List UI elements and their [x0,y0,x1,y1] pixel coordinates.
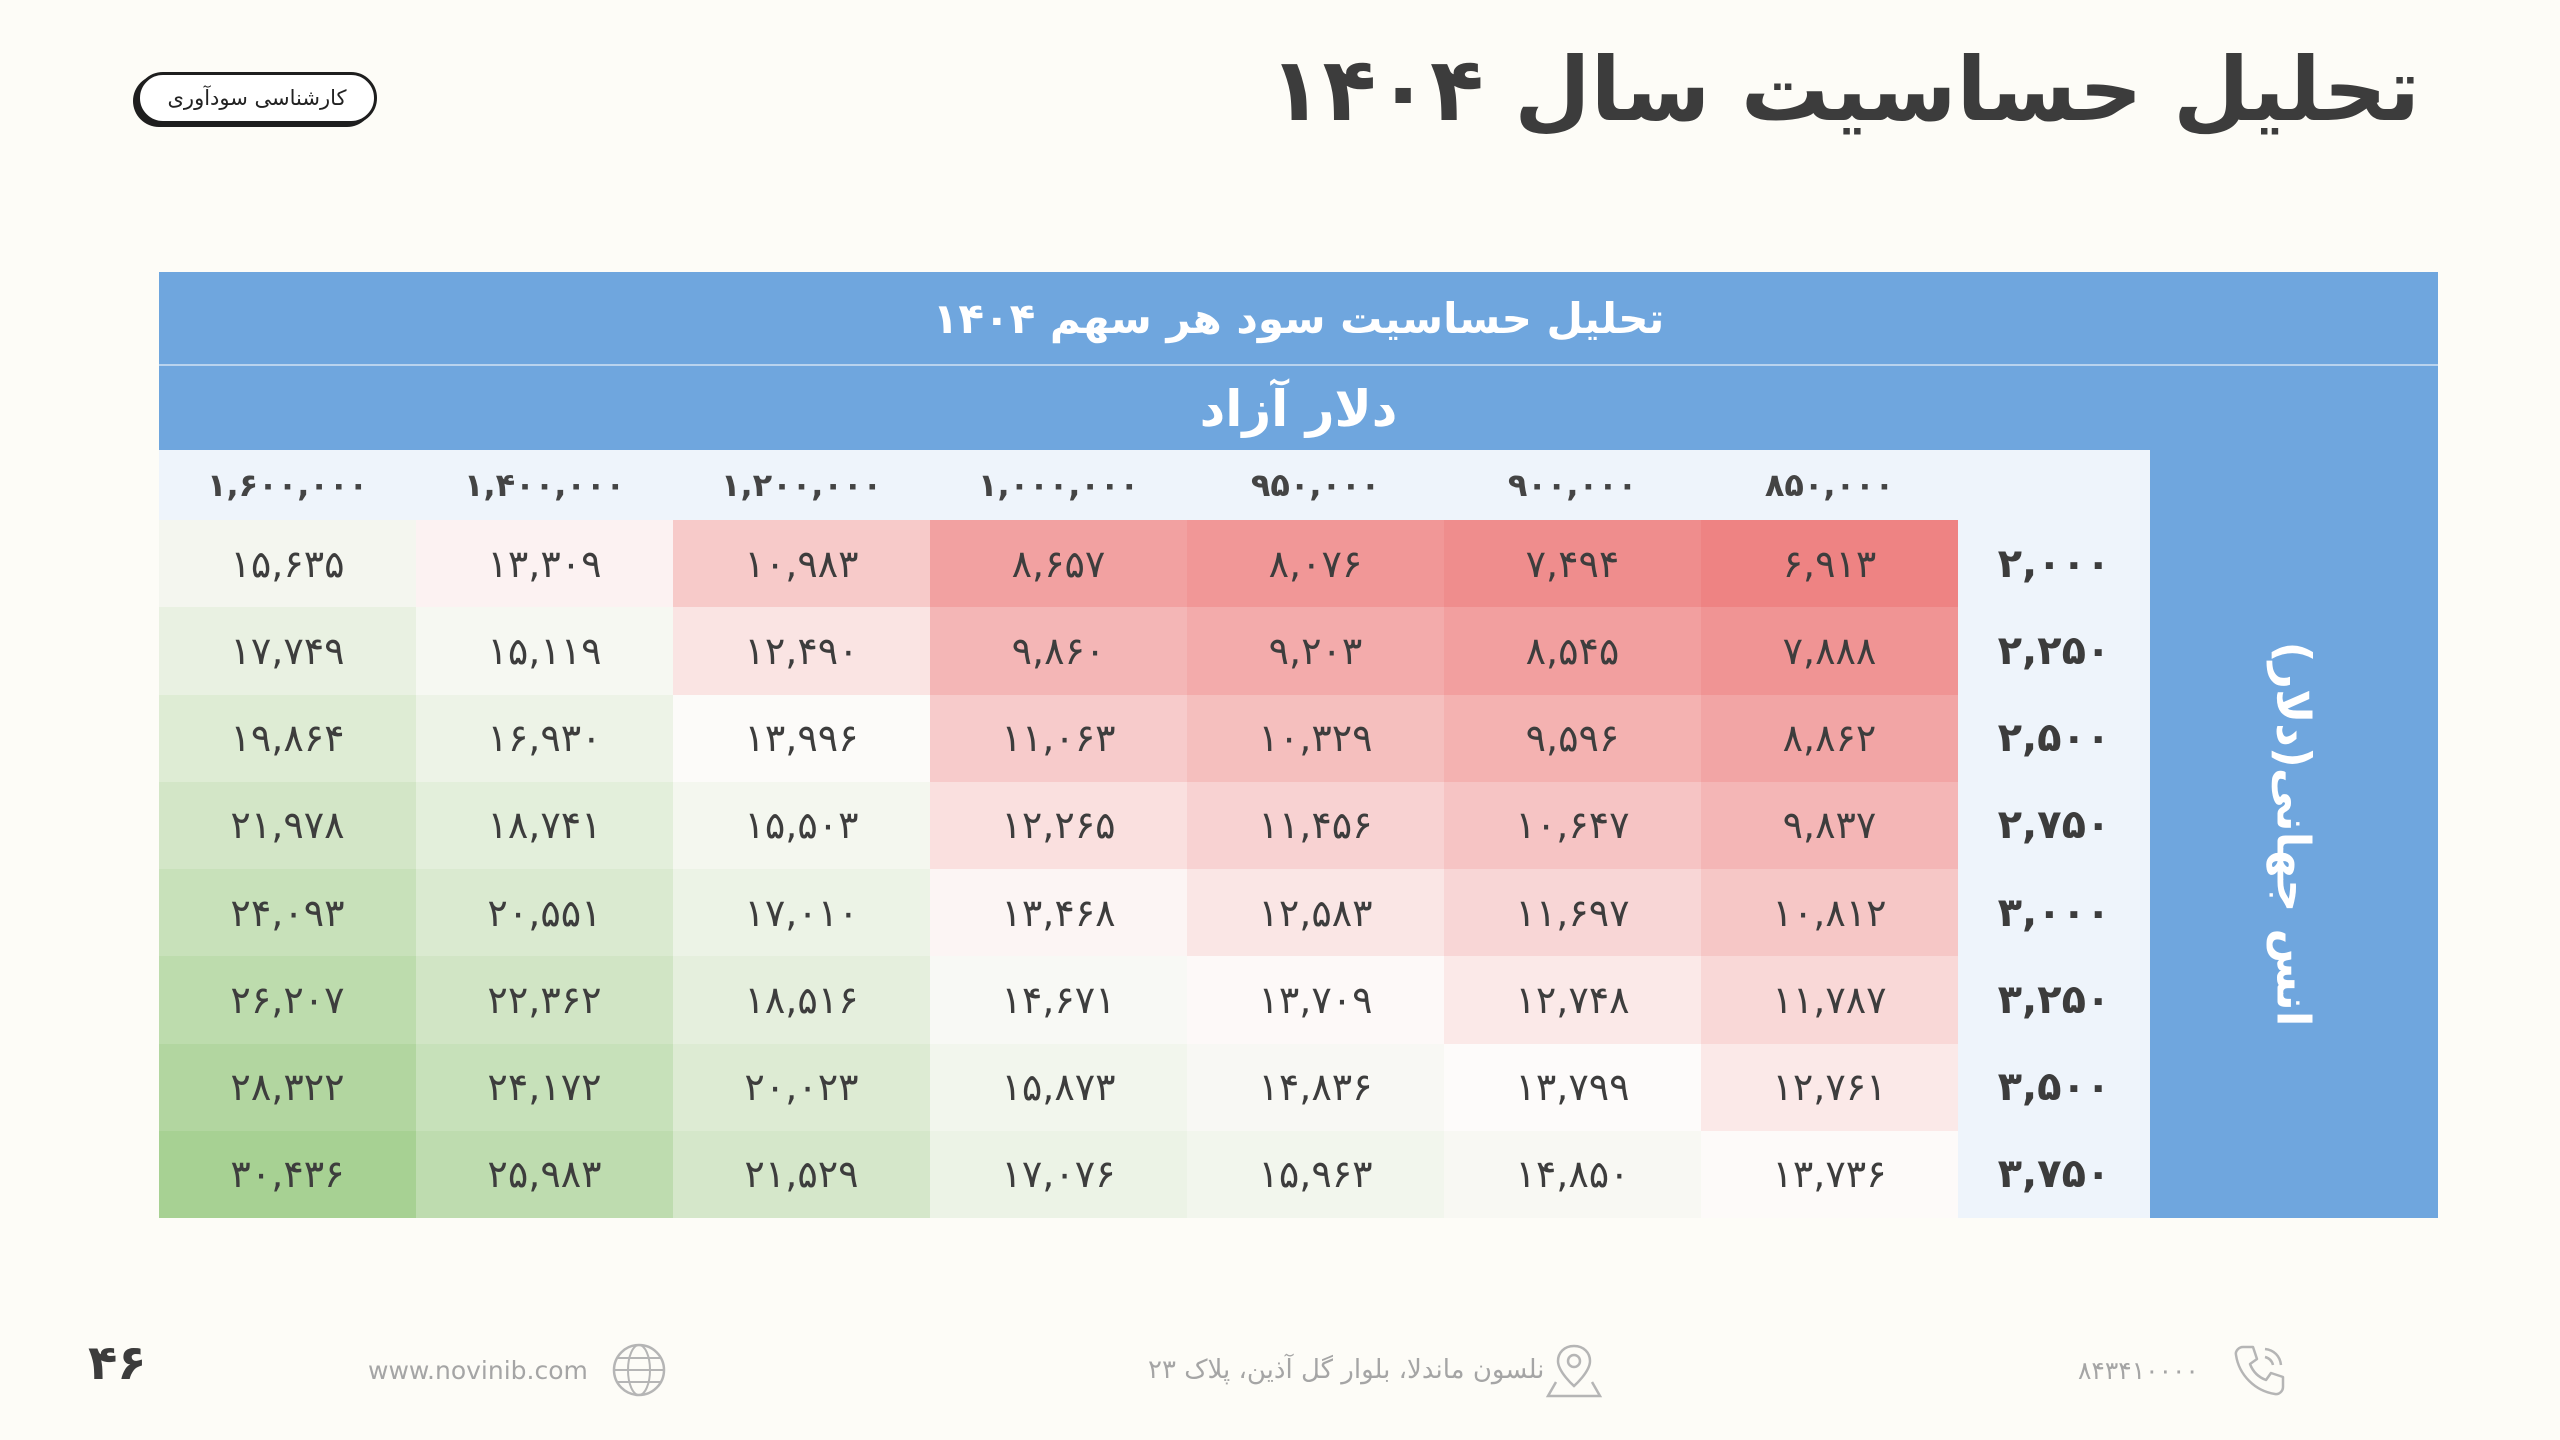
column-group-label: دلار آزاد [1199,380,1398,438]
website-text: www.novinib.com [368,1355,588,1385]
table-cell: ۲۰,۰۲۳ [673,1043,930,1131]
table-cell: ۱۱,۶۹۷ [1444,869,1701,957]
phone-icon [2234,1345,2285,1396]
table-cell: ۷,۸۸۸ [1701,607,1958,695]
table-cell: ۱۳,۴۶۸ [930,869,1187,957]
table-cell: ۱۵,۹۶۳ [1187,1130,1444,1218]
column-header: ۹۵۰,۰۰۰ [1187,450,1444,520]
table-cell: ۱۰,۹۸۳ [673,520,930,608]
row-group-label-box: انس جهانی(دلار) [2150,450,2438,1218]
table-cell: ۸,۸۶۲ [1701,694,1958,782]
table-cell: ۱۵,۸۷۳ [930,1043,1187,1131]
column-header: ۱,۶۰۰,۰۰۰ [159,450,416,520]
table-cell: ۱۸,۵۱۶ [673,956,930,1044]
table-cell: ۱۵,۶۳۵ [159,520,416,608]
table-cell: ۱۴,۸۵۰ [1444,1130,1701,1218]
page-title: تحلیل حساسیت سال ۱۴۰۴ [1268,38,2420,141]
table-cell: ۱۱,۰۶۳ [930,694,1187,782]
page-number: ۴۶ [88,1335,147,1391]
table-cell: ۸,۰۷۶ [1187,520,1444,608]
table-cell: ۳۰,۴۳۶ [159,1130,416,1218]
table-cell: ۸,۶۵۷ [930,520,1187,608]
table-cell: ۱۷,۰۷۶ [930,1130,1187,1218]
row-header: ۳,۰۰۰ [1958,869,2150,957]
footer-phone[interactable]: ۸۴۳۴۱۰۰۰۰ [2078,1330,2291,1410]
table-cell: ۹,۸۳۷ [1701,781,1958,869]
column-header: ۱,۰۰۰,۰۰۰ [930,450,1187,520]
row-header: ۲,۵۰۰ [1958,694,2150,782]
address-text: نلسون ماندلا، بلوار گل آذین، پلاک ۲۳ [1148,1355,1545,1385]
location-pin-icon [1546,1344,1603,1398]
table-cell: ۱۵,۱۱۹ [416,607,673,695]
table-cell: ۱۴,۶۷۱ [930,956,1187,1044]
row-header: ۲,۰۰۰ [1958,520,2150,608]
table-cell: ۶,۹۱۳ [1701,520,1958,608]
table-cell: ۹,۲۰۳ [1187,607,1444,695]
row-header: ۳,۵۰۰ [1958,1043,2150,1131]
column-header: ۱,۴۰۰,۰۰۰ [416,450,673,520]
table-cell: ۱۷,۰۱۰ [673,869,930,957]
footer-address: نلسون ماندلا، بلوار گل آذین، پلاک ۲۳ [1100,1330,1604,1410]
table-cell: ۱۹,۸۶۴ [159,694,416,782]
row-header: ۲,۲۵۰ [1958,607,2150,695]
column-header: ۹۰۰,۰۰۰ [1444,450,1701,520]
globe-icon [612,1343,666,1397]
section-badge: کارشناسی سودآوری [137,72,377,124]
table-grid: ۱,۶۰۰,۰۰۰ ۱,۴۰۰,۰۰۰ ۱,۲۰۰,۰۰۰ ۱,۰۰۰,۰۰۰ ۹۵۰,… [159,450,2150,1218]
table-cell: ۱۳,۳۰۹ [416,520,673,608]
table-cell: ۱۲,۲۶۵ [930,781,1187,869]
table-cell: ۲۲,۳۶۲ [416,956,673,1044]
table-cell: ۱۲,۵۸۳ [1187,869,1444,957]
row-header: ۲,۷۵۰ [1958,781,2150,869]
table-cell: ۱۶,۹۳۰ [416,694,673,782]
row-group-label: انس جهانی(دلار) [2267,641,2322,1027]
table-cell: ۷,۴۹۴ [1444,520,1701,608]
table-cell: ۱۲,۴۹۰ [673,607,930,695]
table-cell: ۱۳,۷۰۹ [1187,956,1444,1044]
table-cell: ۱۳,۷۳۶ [1701,1130,1958,1218]
table-cell: ۹,۸۶۰ [930,607,1187,695]
row-header: ۳,۷۵۰ [1958,1130,2150,1218]
table-cell: ۸,۵۴۵ [1444,607,1701,695]
table-cell: ۲۱,۵۲۹ [673,1130,930,1218]
header-corner [1958,450,2150,520]
table-cell: ۱۳,۹۹۶ [673,694,930,782]
table-cell: ۲۴,۱۷۲ [416,1043,673,1131]
table-cell: ۱۰,۳۲۹ [1187,694,1444,782]
table-cell: ۲۶,۲۰۷ [159,956,416,1044]
table-cell: ۲۰,۵۵۱ [416,869,673,957]
table-cell: ۲۸,۳۲۲ [159,1043,416,1131]
column-header: ۸۵۰,۰۰۰ [1701,450,1958,520]
sensitivity-table: تحلیل حساسیت سود هر سهم ۱۴۰۴ دلار آزاد ا… [159,272,2438,1218]
table-cell: ۱۴,۸۳۶ [1187,1043,1444,1131]
table-cell: ۱۰,۸۱۲ [1701,869,1958,957]
column-header: ۱,۲۰۰,۰۰۰ [673,450,930,520]
table-cell: ۹,۵۹۶ [1444,694,1701,782]
table-cell: ۱۱,۴۵۶ [1187,781,1444,869]
table-cell: ۲۵,۹۸۳ [416,1130,673,1218]
row-header: ۳,۲۵۰ [1958,956,2150,1044]
table-cell: ۲۴,۰۹۳ [159,869,416,957]
table-cell: ۱۳,۷۹۹ [1444,1043,1701,1131]
table-cell: ۱۸,۷۴۱ [416,781,673,869]
footer-website[interactable]: www.novinib.com [368,1330,668,1410]
table-cell: ۱۵,۵۰۳ [673,781,930,869]
table-title: تحلیل حساسیت سود هر سهم ۱۴۰۴ [159,272,2438,366]
table-cell: ۱۲,۷۶۱ [1701,1043,1958,1131]
table-cell: ۱۰,۶۴۷ [1444,781,1701,869]
table-cell: ۱۱,۷۸۷ [1701,956,1958,1044]
table-cell: ۱۲,۷۴۸ [1444,956,1701,1044]
table-cell: ۲۱,۹۷۸ [159,781,416,869]
phone-text: ۸۴۳۴۱۰۰۰۰ [2078,1355,2199,1385]
table-cell: ۱۷,۷۴۹ [159,607,416,695]
